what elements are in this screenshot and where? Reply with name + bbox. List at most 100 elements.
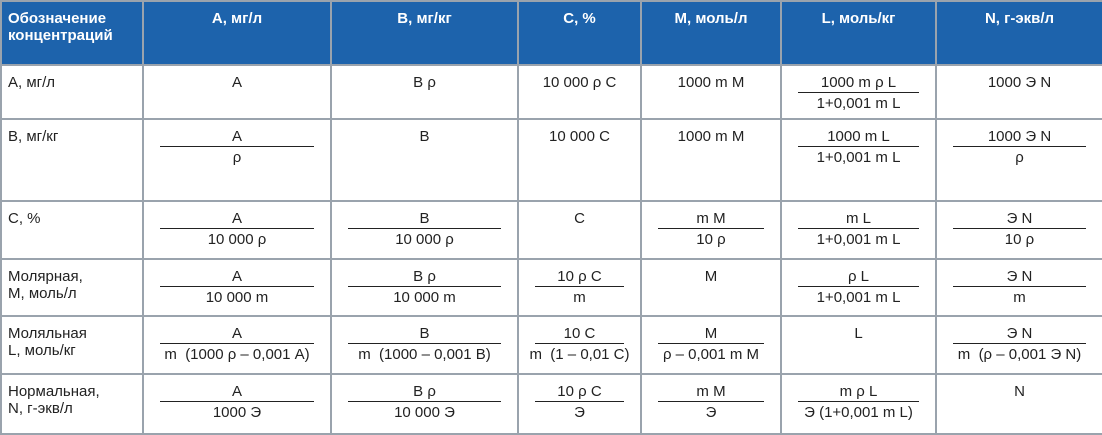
formula: A (142, 64, 332, 120)
formula: 1000 Э N (935, 64, 1102, 120)
row-label-line: M, моль/л (8, 285, 77, 302)
denominator: 10 000 Э (394, 404, 455, 421)
header-cell: C, % (517, 0, 642, 66)
header-cell: N, г-экв/л (935, 0, 1102, 66)
fraction-cell: Э N 10 ρ (935, 200, 1102, 260)
row-label: B, мг/кг (0, 118, 144, 202)
fraction-cell: m ρ L Э (1+0,001 m L) (780, 373, 937, 435)
numerator: m L (798, 210, 919, 229)
fraction-cell: A 10 000 ρ (142, 200, 332, 260)
numerator: B ρ (348, 268, 501, 287)
header-cell: L, моль/кг (780, 0, 937, 66)
fraction-cell: 10 C m (1 – 0,01 C) (517, 315, 642, 375)
row-label-line: Моляльная (8, 325, 87, 342)
fraction-cell: Э N m (935, 258, 1102, 317)
formula: C (517, 200, 642, 260)
formula: B ρ (330, 64, 519, 120)
formula: N (935, 373, 1102, 435)
denominator: 1+0,001 m L (816, 289, 901, 306)
numerator: A (160, 383, 314, 402)
numerator: 10 ρ C (535, 383, 624, 402)
denominator: 1+0,001 m L (816, 231, 901, 248)
fraction-cell: 1000 Э N ρ (935, 118, 1102, 202)
header-cell: A, мг/л (142, 0, 332, 66)
numerator: Э N (953, 268, 1086, 287)
row-label-line: B, мг/кг (8, 128, 59, 145)
denominator: Э (1+0,001 m L) (804, 404, 913, 421)
fraction-cell: 1000 m ρ L 1+0,001 m L (780, 64, 937, 120)
row-label-line: Нормальная, (8, 383, 100, 400)
numerator: A (160, 268, 314, 287)
fraction-cell: 10 ρ C Э (517, 373, 642, 435)
header-cell: B, мг/кг (330, 0, 519, 66)
denominator: 10 000 m (205, 289, 269, 306)
numerator: M (658, 325, 764, 344)
numerator: A (160, 210, 314, 229)
denominator: m (1 – 0,01 C) (529, 346, 630, 363)
numerator: A (160, 128, 314, 147)
denominator: m (ρ – 0,001 Э N) (957, 346, 1082, 363)
fraction-cell: B 10 000 ρ (330, 200, 519, 260)
numerator: Э N (953, 210, 1086, 229)
denominator: 10 000 m (393, 289, 456, 306)
numerator: B (348, 210, 501, 229)
formula: L (780, 315, 937, 375)
header-cell: Обозначение концентраций (0, 0, 144, 66)
row-label-line: Молярная, (8, 268, 83, 285)
numerator: 1000 m ρ L (798, 74, 919, 93)
fraction-cell: 10 ρ C m (517, 258, 642, 317)
numerator: B ρ (348, 383, 501, 402)
row-label: Моляльная L, моль/кг (0, 315, 144, 375)
denominator: 10 000 ρ (207, 231, 267, 248)
formula: M (640, 258, 782, 317)
row-label: Нормальная, N, г-экв/л (0, 373, 144, 435)
denominator: m (1000 ρ – 0,001 A) (164, 346, 310, 363)
denominator: m (573, 289, 586, 306)
row-label-line: N, г-экв/л (8, 400, 73, 417)
denominator: ρ – 0,001 m M (662, 346, 760, 363)
table-row: Молярная, M, моль/л A 10 000 m B ρ 10 000 m 10… (0, 258, 1102, 317)
fraction-cell: B ρ 10 000 Э (330, 373, 519, 435)
formula: 1000 m M (640, 118, 782, 202)
fraction-cell: A 10 000 m (142, 258, 332, 317)
numerator: 10 C (535, 325, 624, 344)
numerator: m M (658, 383, 764, 402)
header-row: Обозначение концентраций A, мг/л B, мг/кг C… (0, 0, 1102, 66)
row-label: Молярная, M, моль/л (0, 258, 144, 317)
fraction-cell: 1000 m L 1+0,001 m L (780, 118, 937, 202)
denominator: 1+0,001 m L (816, 95, 901, 112)
numerator: Э N (953, 325, 1086, 344)
row-label: A, мг/л (0, 64, 144, 120)
table-row: Нормальная, N, г-экв/л A 1000 Э B ρ 10 000 Э 1… (0, 373, 1102, 435)
denominator: ρ (1015, 149, 1024, 166)
denominator: Э (705, 404, 717, 421)
denominator: 10 ρ (1004, 231, 1035, 248)
header-cell: M, моль/л (640, 0, 782, 66)
fraction-cell: m M 10 ρ (640, 200, 782, 260)
row-label: C, % (0, 200, 144, 260)
numerator: 1000 Э N (953, 128, 1086, 147)
numerator: B (348, 325, 501, 344)
denominator: 10 ρ (696, 231, 726, 248)
numerator: m M (658, 210, 764, 229)
denominator: 1000 Э (212, 404, 262, 421)
numerator: ρ L (798, 268, 919, 287)
row-label-line: A, мг/л (8, 74, 56, 91)
denominator: m (1013, 289, 1026, 306)
numerator: 10 ρ C (535, 268, 624, 287)
denominator: m (1000 – 0,001 B) (358, 346, 491, 363)
row-label-line: C, % (8, 210, 41, 227)
numerator: 1000 m L (798, 128, 919, 147)
formula: 1000 m M (640, 64, 782, 120)
denominator: Э (574, 404, 585, 421)
fraction-cell: Э N m (ρ – 0,001 Э N) (935, 315, 1102, 375)
fraction-cell: m M Э (640, 373, 782, 435)
